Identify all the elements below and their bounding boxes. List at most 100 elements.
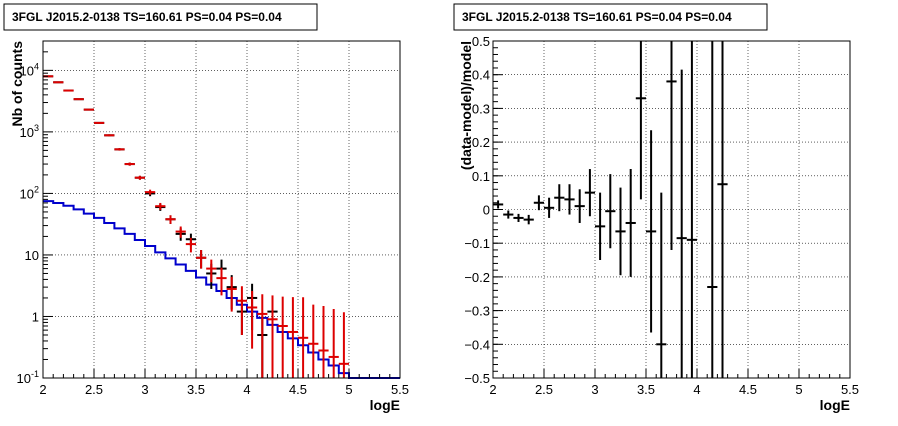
- right-x-axis-label: logE: [820, 397, 850, 413]
- left-y-tick-label: 104: [20, 61, 39, 78]
- left-y-tick-label: 10-1: [17, 369, 39, 386]
- right-y-tick-label: 0.3: [472, 101, 490, 116]
- right-axes: 2 2.5 3 3.5 4 4.5 5 5.5 −0.5 −0.4 −0.3 −0.2 −0.1 0 0.1…: [464, 34, 859, 397]
- right-x-tick-label: 3.5: [637, 382, 655, 397]
- right-y-tick-label: −0.4: [464, 337, 490, 352]
- left-series2-point: [216, 267, 227, 296]
- right-series0-point: [615, 187, 626, 276]
- left-series2-point: [196, 250, 207, 269]
- right-series0-point: [666, 41, 677, 250]
- right-x-tick-label: 4.5: [739, 382, 757, 397]
- right-y-tick-label: 0.5: [472, 34, 490, 49]
- right-x-tick-label: 4: [693, 382, 700, 397]
- left-series2-point: [94, 121, 105, 124]
- left-x-tick-label: 5.5: [391, 382, 409, 397]
- left-series2-point: [104, 134, 115, 137]
- right-x-tick-label: 2.5: [535, 382, 553, 397]
- right-series0-point: [564, 184, 575, 215]
- left-y-tick-label: 1: [32, 309, 39, 324]
- right-series0-point: [544, 197, 555, 218]
- left-series2-point: [328, 309, 339, 378]
- right-series0-point: [584, 169, 595, 217]
- right-grid: [493, 41, 850, 378]
- left-x-tick-label: 5: [345, 382, 352, 397]
- left-plot-frame: [42, 40, 401, 379]
- left-series2-point: [318, 305, 329, 378]
- left-x-axis-label: logE: [370, 397, 400, 413]
- right-x-tick-label: 3: [591, 382, 598, 397]
- left-y-tick-label: 102: [20, 184, 39, 201]
- right-series0-point: [686, 41, 697, 378]
- right-series0-point: [625, 169, 636, 277]
- right-x-tick-label: 2: [489, 382, 496, 397]
- left-series2-point: [175, 226, 186, 238]
- right-series0-point: [635, 41, 646, 200]
- right-series0-point: [707, 41, 718, 378]
- left-x-tick-label: 2: [39, 382, 46, 397]
- left-axes: 2 2.5 3 3.5 4 4.5 5 5.5 10-1 1 10 102 103 104: [17, 51, 409, 397]
- right-y-tick-label: −0.1: [464, 236, 490, 251]
- left-series2-point: [308, 304, 319, 378]
- right-series0-point: [554, 184, 565, 212]
- right-series0-point: [646, 130, 657, 333]
- right-series0-point: [605, 174, 616, 249]
- right-y-axis-label: (data-model)/model: [458, 41, 474, 170]
- left-series2-point: [63, 89, 74, 92]
- left-grid: [43, 41, 400, 378]
- left-y-tick-label: 103: [20, 123, 39, 140]
- right-series0-point: [656, 192, 667, 378]
- right-series0-point: [493, 200, 504, 209]
- left-series2-point: [53, 81, 64, 84]
- left-series2-point: [155, 202, 166, 210]
- right-series0-point: [533, 195, 544, 211]
- left-series2-point: [134, 175, 145, 180]
- left-series2-point: [287, 297, 298, 378]
- right-series0-point: [513, 213, 524, 222]
- left-series2-point: [206, 259, 217, 283]
- left-x-tick-label: 3: [141, 382, 148, 397]
- right-y-tick-label: 0.1: [472, 169, 490, 184]
- right-series0-point: [595, 192, 606, 261]
- left-title-box: [3, 3, 318, 31]
- left-series2-point: [165, 215, 176, 224]
- left-series2-point: [267, 295, 278, 378]
- left-series2-point: [124, 162, 135, 166]
- left-title: 3FGL J2015.2-0138 TS=160.61 PS=0.04 PS=0…: [12, 10, 282, 24]
- right-series0-point: [717, 41, 728, 378]
- right-y-tick-label: −0.3: [464, 304, 490, 319]
- left-series2-point: [298, 297, 309, 378]
- right-title-box: [453, 3, 768, 31]
- left-series: [43, 75, 400, 379]
- left-series2-point: [226, 276, 237, 312]
- right-plot: 3FGL J2015.2-0138 TS=160.61 PS=0.04 PS=0…: [453, 3, 859, 413]
- left-y-axis-label: Nb of counts: [9, 41, 25, 127]
- right-series0-point: [676, 69, 687, 378]
- left-series2-point: [114, 148, 125, 151]
- right-y-tick-label: 0.4: [472, 68, 490, 83]
- left-series2-point: [338, 312, 349, 378]
- left-series2-point: [73, 98, 84, 101]
- right-series: [493, 41, 728, 378]
- left-plot: 3FGL J2015.2-0138 TS=160.61 PS=0.04 PS=0…: [3, 3, 409, 413]
- left-x-tick-label: 3.5: [187, 382, 205, 397]
- left-x-tick-label: 2.5: [85, 382, 103, 397]
- left-x-tick-label: 4: [243, 382, 250, 397]
- left-series2-point: [83, 108, 94, 111]
- right-series0-point: [574, 189, 585, 223]
- right-y-tick-label: 0: [483, 203, 490, 218]
- right-series0-point: [503, 210, 514, 219]
- left-series2-point: [145, 189, 156, 195]
- right-x-tick-label: 5.5: [841, 382, 859, 397]
- right-y-tick-label: −0.2: [464, 270, 490, 285]
- left-series2-point: [277, 296, 288, 378]
- left-x-tick-label: 4.5: [289, 382, 307, 397]
- right-y-tick-label: 0.2: [472, 135, 490, 150]
- left-y-tick-label: 10: [25, 248, 39, 263]
- right-y-tick-label: −0.5: [464, 371, 490, 386]
- right-title: 3FGL J2015.2-0138 TS=160.61 PS=0.04 PS=0…: [462, 10, 732, 24]
- left-series2-point: [236, 286, 247, 335]
- left-series2-point: [247, 290, 258, 349]
- left-series2-point: [257, 294, 268, 378]
